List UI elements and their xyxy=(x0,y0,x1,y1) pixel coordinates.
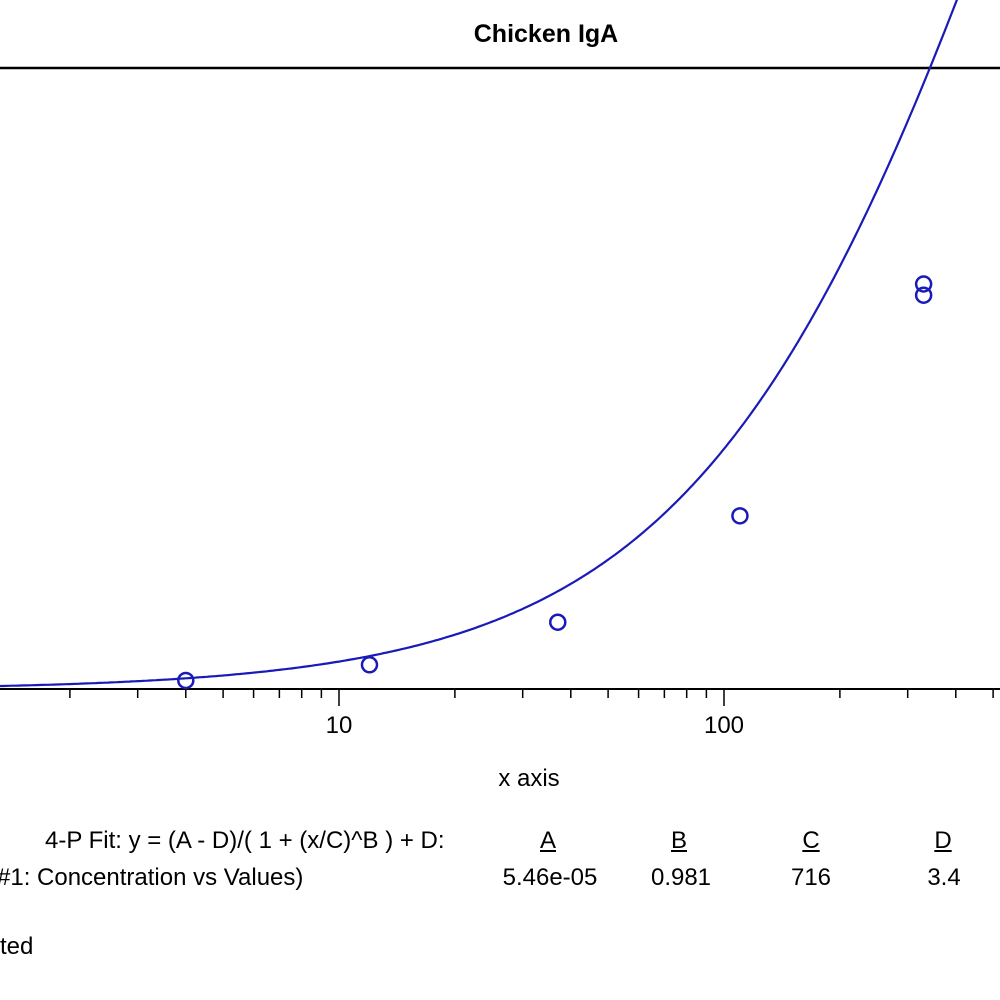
fit-value-c: 716 xyxy=(790,864,832,891)
data-point xyxy=(177,671,195,690)
fit-curve xyxy=(0,0,959,688)
data-point xyxy=(549,613,567,631)
fit-header-d: D xyxy=(934,827,952,854)
fit-value-b: 0.981 xyxy=(650,864,712,891)
data-points xyxy=(177,275,933,690)
data-point xyxy=(914,286,933,304)
x-tick-label: 10 xyxy=(326,712,353,739)
data-point xyxy=(731,507,749,525)
fit-header-a: A xyxy=(539,827,556,854)
fit-row-label: #1: Concentration vs Values) xyxy=(0,864,304,891)
fit-value-a: 5.46e-05 xyxy=(502,864,598,891)
x-axis-label: x axis xyxy=(498,765,560,792)
footer-text: ted xyxy=(0,933,34,960)
fit-header-b: B xyxy=(670,827,687,854)
fit-value-d: 3.4 xyxy=(927,864,961,891)
fit-header-c: C xyxy=(802,827,820,854)
x-axis-ticks xyxy=(69,689,994,706)
chart-title: Chicken IgA xyxy=(473,20,619,48)
x-tick-label: 100 xyxy=(704,712,744,739)
data-point xyxy=(914,275,933,293)
data-point xyxy=(360,656,379,674)
x-axis-tick-labels: 10 100 xyxy=(326,712,744,739)
fit-formula: 4-P Fit: y = (A - D)/( 1 + (x/C)^B ) + D… xyxy=(45,827,445,854)
